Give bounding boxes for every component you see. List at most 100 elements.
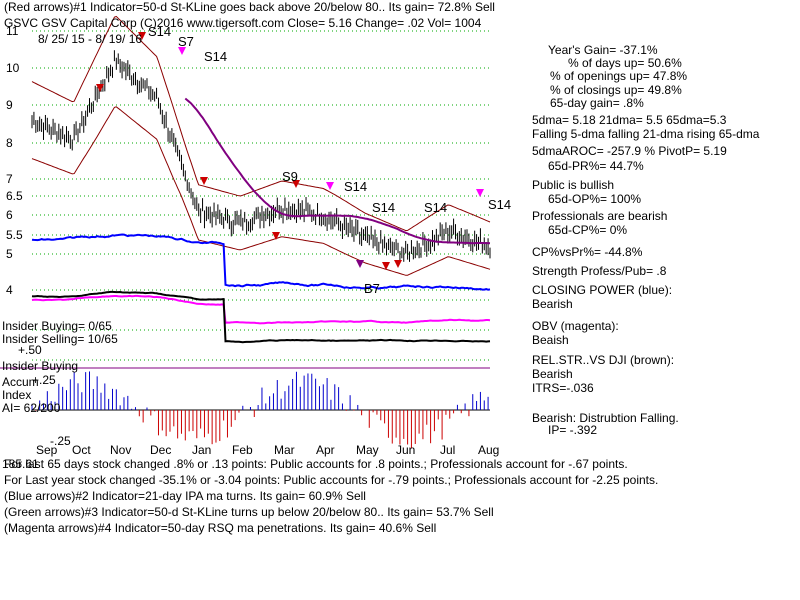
header-line-1: (Red arrows)#1 Indicator=50-d St-KLine g… xyxy=(4,0,495,14)
relative-strength-line xyxy=(31,290,491,344)
signal-label: S14 xyxy=(488,197,511,212)
footer-line-4: (Green arrows)#3 Indicator=50-d St-KLine… xyxy=(4,505,494,519)
stat-line: OBV (magenta): xyxy=(532,319,619,333)
signal-arrow xyxy=(96,84,104,92)
accum-label: Accum xyxy=(2,375,39,389)
y-tick-label: 4 xyxy=(6,283,13,297)
footer-line-1: For last 65 days stock changed .8% or .1… xyxy=(4,457,628,471)
x-month-label: Nov xyxy=(110,443,131,457)
plus-50-label: +.50 xyxy=(18,343,42,357)
stat-line: 65d-OP%= 100% xyxy=(548,192,642,206)
y-tick-label: 8 xyxy=(6,136,13,150)
index-label: Index xyxy=(2,388,32,402)
closing-power-path xyxy=(31,233,491,291)
signal-label: S14 xyxy=(204,49,227,64)
x-month-label: Jun xyxy=(396,443,415,457)
bands xyxy=(31,15,491,276)
x-month-label: Apr xyxy=(316,443,335,457)
stat-line: 65d-CP%= 0% xyxy=(548,223,628,237)
rs-path xyxy=(31,290,491,344)
ma-65-line xyxy=(184,97,491,245)
stat-line: 5dma= 5.18 21dma= 5.5 65dma=5.3 xyxy=(532,113,727,127)
y-tick-labels: 4 5 5.5 6 6.5 7 8 9 10 11 xyxy=(6,24,23,297)
x-month-label: Mar xyxy=(274,443,295,457)
x-month-label: Oct xyxy=(72,443,91,457)
stat-line: 65d-PR%= 44.7% xyxy=(548,159,644,173)
stat-line: Public is bullish xyxy=(532,178,615,192)
minus-25-label: -.25 xyxy=(50,434,71,448)
accumulation-bars xyxy=(31,371,489,449)
stat-line: 5dmaAROC= -257.9 % PivotP= 5.19 xyxy=(532,144,727,158)
signal-arrow xyxy=(272,232,280,240)
stat-line: CLOSING POWER (blue): xyxy=(532,283,673,297)
signal-label: S9 xyxy=(282,169,298,184)
obv-path xyxy=(31,294,491,325)
signal-labels: S7 S14 S14 S9 S14 S14 S14 S14 B7 xyxy=(148,24,511,296)
signal-label: S14 xyxy=(424,200,447,215)
stat-line: Bearish: Distrubtion Falling. xyxy=(532,411,679,425)
y-tick-label: 6.5 xyxy=(6,189,23,203)
stat-line: IP= -.392 xyxy=(548,423,598,437)
signal-arrow xyxy=(382,262,390,270)
header-line-2: GSVC GSV Capital Corp (C)2016 www.tigers… xyxy=(4,16,482,30)
stat-line: Beaish xyxy=(532,333,569,347)
y-tick-label: 9 xyxy=(6,98,13,112)
date-range: 8/ 25/ 15 - 8/ 19/ 16 xyxy=(38,32,143,46)
moving-average xyxy=(184,97,491,245)
signal-arrow xyxy=(200,177,208,185)
footer-overlap: 185.61 xyxy=(2,457,39,471)
footer-line-5: (Magenta arrows)#4 Indicator=50-day RSQ … xyxy=(4,521,437,535)
x-month-label: Sep xyxy=(36,443,58,457)
closing-power-line xyxy=(31,233,491,291)
y-tick-label: 10 xyxy=(6,61,20,75)
signal-arrow xyxy=(178,47,186,55)
upper-band xyxy=(31,15,491,232)
signal-arrows xyxy=(96,32,484,270)
signal-label: S7 xyxy=(178,34,194,49)
plus-25-label: +.25 xyxy=(32,373,56,387)
x-month-label: Jul xyxy=(440,443,455,457)
signal-label: S14 xyxy=(148,24,171,39)
stat-line: Falling 5-dma falling 21-dma rising 65-d… xyxy=(532,127,760,141)
footer-line-2: For Last year stock changed -35.1% or -3… xyxy=(4,473,659,487)
stat-line: ITRS=-.036 xyxy=(532,381,594,395)
y-tick-label: 5.5 xyxy=(6,228,23,242)
stat-line: Bearish xyxy=(532,297,573,311)
price-bars xyxy=(31,50,491,263)
stat-line: 65-day gain= .8% xyxy=(550,96,644,110)
x-month-label: Feb xyxy=(232,443,253,457)
footer-line-3: (Blue arrows)#2 Indicator=21-day IPA ma … xyxy=(4,489,366,503)
y-tick-label: 11 xyxy=(6,24,19,38)
x-month-label: Aug xyxy=(478,443,499,457)
stat-line: % of closings up= 49.8% xyxy=(550,83,682,97)
signal-label: S14 xyxy=(344,179,367,194)
signal-arrow xyxy=(356,260,364,268)
y-tick-label: 5 xyxy=(6,247,13,261)
stat-line: % of days up= 50.6% xyxy=(568,56,682,70)
stat-line: Year's Gain= -37.1% xyxy=(548,43,658,57)
signal-arrow xyxy=(326,182,334,190)
signal-arrow xyxy=(292,180,300,188)
signal-label: B7 xyxy=(364,281,380,296)
signal-label: S14 xyxy=(372,200,395,215)
y-tick-label: 7 xyxy=(6,172,13,186)
signal-arrow xyxy=(394,260,402,268)
stat-line: % of openings up= 47.8% xyxy=(550,69,688,83)
insider-buying-label: Insider Buying xyxy=(2,359,79,373)
stat-line: REL.STR..VS DJI (brown): xyxy=(532,353,675,367)
lower-band xyxy=(31,106,491,276)
stat-line: Strength Profess/Pub= .8 xyxy=(532,264,667,278)
x-month-label: May xyxy=(356,443,379,457)
x-month-label: Jan xyxy=(192,443,211,457)
stat-line: CP%vsPr%= -44.8% xyxy=(532,245,643,259)
stat-line: Professionals are bearish xyxy=(532,209,668,223)
x-month-label: Dec xyxy=(150,443,171,457)
insider-selling-count: Insider Selling= 10/65 xyxy=(2,332,118,346)
insider-buying-count: Insider Buying= 0/65 xyxy=(2,319,112,333)
signal-arrow xyxy=(476,189,484,197)
ai-label: AI= 62/200 xyxy=(2,401,61,415)
obv-line xyxy=(31,294,491,325)
signal-arrow xyxy=(138,32,146,40)
y-tick-label: 6 xyxy=(6,208,13,222)
